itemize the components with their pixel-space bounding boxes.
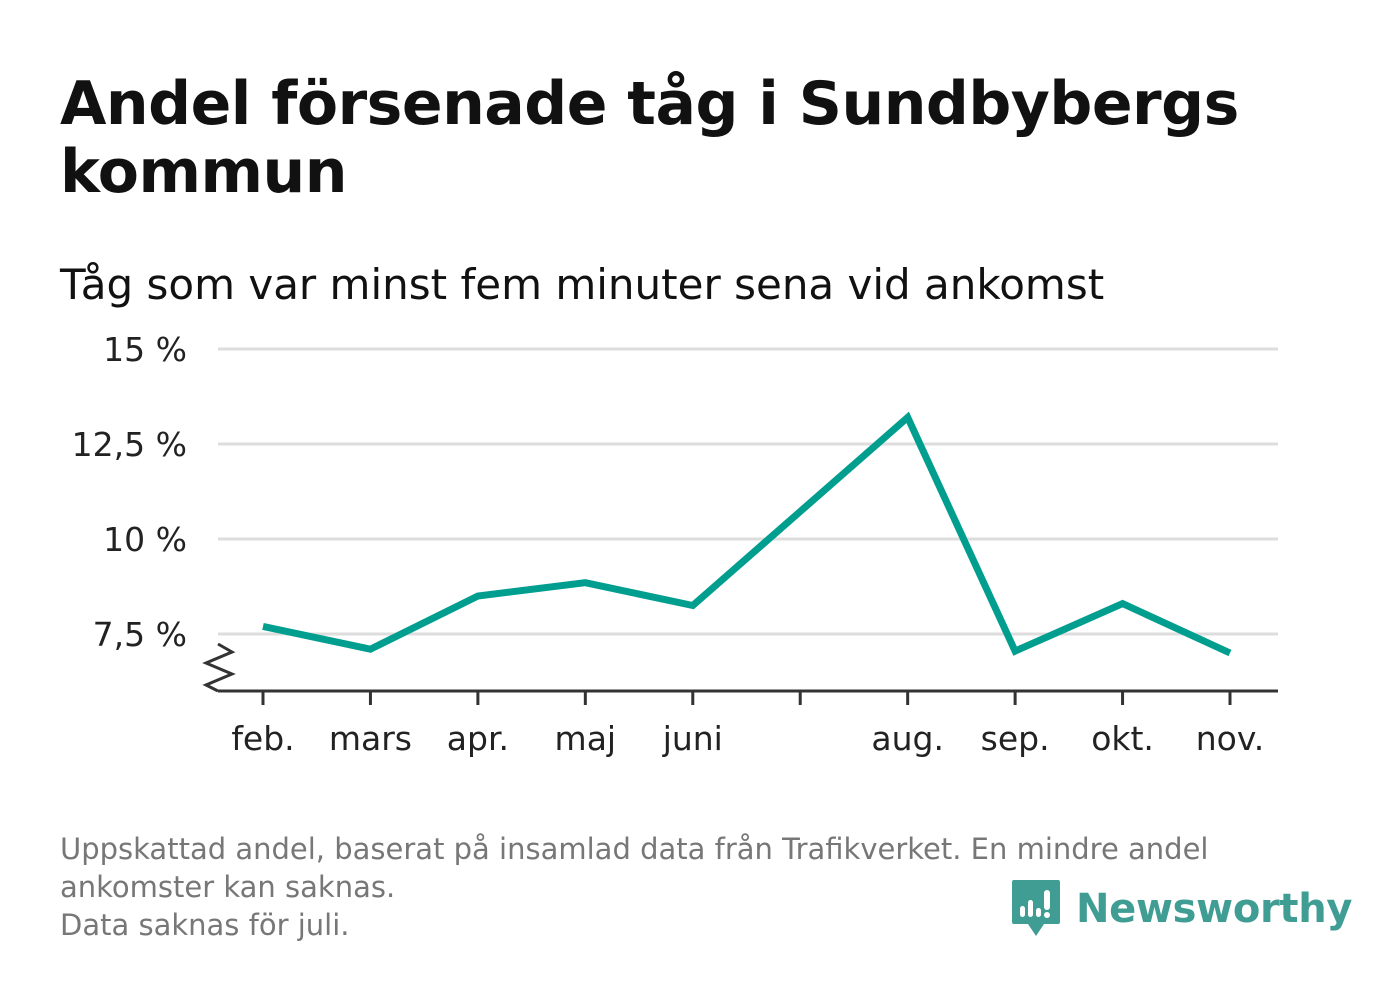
x-tick-label: nov. [1196, 719, 1265, 758]
x-tick-label: sep. [981, 719, 1050, 758]
line-chart: 7,5 % 10 % 12,5 % 15 % feb. mars apr. maj juni a… [72, 330, 1278, 758]
x-tick-label: aug. [871, 719, 944, 758]
series-layer [262, 411, 1232, 657]
x-tick-label: mars [329, 719, 412, 758]
x-tick-label: okt. [1091, 719, 1154, 758]
newsworthy-logo-icon [1012, 880, 1060, 936]
y-tick-label: 10 % [103, 520, 187, 559]
footnote-line-2: ankomster kan saknas. [60, 870, 396, 904]
x-tick-label: feb. [231, 719, 294, 758]
x-axis-ticks: feb. mars apr. maj juni aug. sep. okt. nov. [231, 691, 1264, 758]
axis-break-icon [202, 642, 236, 693]
y-tick-label: 7,5 % [93, 615, 187, 654]
footnote: Uppskattad andel, baserat på insamlad da… [60, 830, 1320, 944]
y-axis-tick-labels: 7,5 % 10 % 12,5 % 15 % [72, 330, 187, 654]
chart-title: Andel försenade tåg i Sundbybergs kommun [60, 69, 1239, 207]
brand-name: Newsworthy [1076, 886, 1353, 932]
footnote-line-3: Data saknas för juli. [60, 908, 350, 942]
gridlines [218, 347, 1278, 636]
y-tick-label: 12,5 % [72, 425, 187, 464]
x-tick-label: maj [555, 719, 617, 758]
y-tick-label: 15 % [103, 330, 187, 369]
chart-subtitle: Tåg som var minst fem minuter sena vid a… [60, 260, 1105, 309]
footnote-line-1: Uppskattad andel, baserat på insamlad da… [60, 832, 1209, 866]
x-axis [202, 642, 1278, 693]
x-tick-label: juni [662, 719, 723, 758]
series-line [262, 411, 1232, 657]
brand-logo: Newsworthy [1010, 878, 1353, 940]
x-tick-label: apr. [447, 719, 509, 758]
